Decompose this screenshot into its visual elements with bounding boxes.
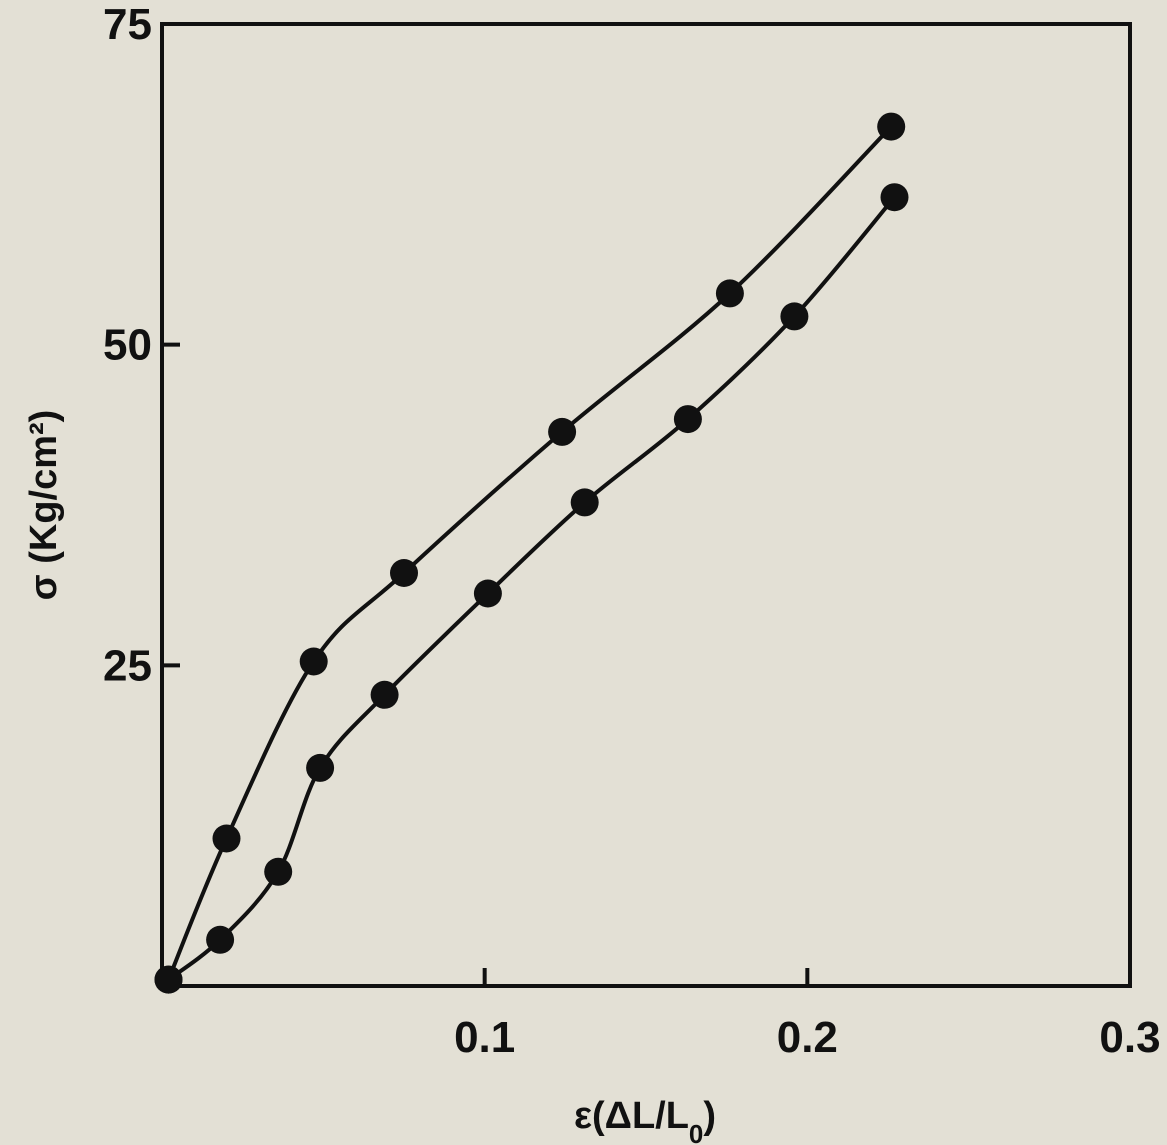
data-point [570, 488, 599, 517]
y-tick-label: 50 [103, 321, 152, 370]
y-axis-ticks: 25 50 75 [103, 0, 180, 690]
data-point [548, 417, 577, 446]
y-axis-label: σ (Kg/cm²) [23, 410, 65, 601]
data-point [212, 824, 241, 853]
x-tick-label: 0.2 [777, 1013, 838, 1062]
data-point [673, 405, 702, 434]
data-point [473, 579, 502, 608]
data-point [154, 965, 183, 994]
data-point [370, 680, 399, 709]
data-point [390, 559, 418, 587]
x-axis-label: ε(ΔL/L0) [574, 1095, 716, 1145]
data-point [306, 753, 335, 782]
series-line [166, 195, 897, 982]
y-tick-label: 25 [103, 641, 152, 690]
x-tick-label: 0.3 [1099, 1013, 1160, 1062]
plot-frame [160, 22, 1132, 988]
data-point [877, 112, 906, 141]
series-2 [154, 183, 909, 994]
data-point [780, 302, 809, 331]
data-point [715, 279, 744, 308]
data-point [206, 925, 235, 954]
x-axis-ticks: 0.1 0.2 0.3 [454, 968, 1161, 1062]
data-point [880, 183, 909, 212]
y-tick-label: 75 [103, 0, 152, 49]
data-point [264, 857, 293, 886]
data-point [299, 647, 328, 676]
series-layer [154, 112, 909, 994]
x-tick-label: 0.1 [454, 1013, 515, 1062]
